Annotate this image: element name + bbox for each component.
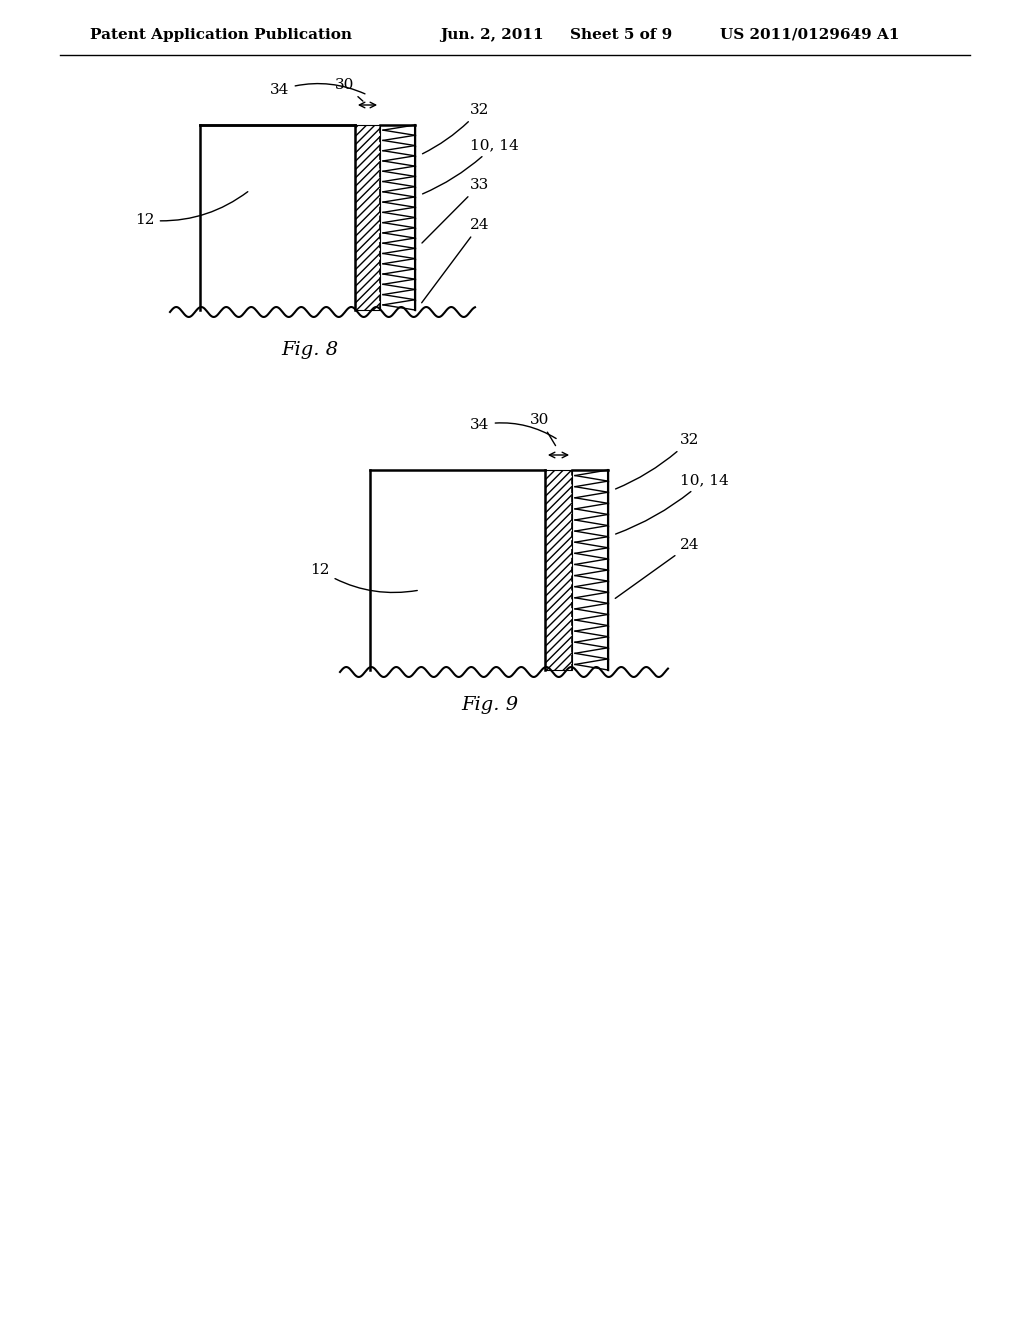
Text: 33: 33 [422, 178, 489, 243]
Text: 32: 32 [615, 433, 699, 488]
Text: US 2011/0129649 A1: US 2011/0129649 A1 [720, 28, 899, 42]
Text: Sheet 5 of 9: Sheet 5 of 9 [570, 28, 672, 42]
Text: 12: 12 [135, 191, 248, 227]
Text: Patent Application Publication: Patent Application Publication [90, 28, 352, 42]
Text: 10, 14: 10, 14 [615, 473, 729, 535]
Text: 32: 32 [423, 103, 489, 153]
Text: Fig. 9: Fig. 9 [462, 696, 518, 714]
Text: 34: 34 [270, 83, 365, 96]
Text: 24: 24 [615, 539, 699, 598]
Text: Jun. 2, 2011: Jun. 2, 2011 [440, 28, 544, 42]
Text: 10, 14: 10, 14 [423, 139, 519, 194]
Text: 30: 30 [530, 413, 556, 446]
Bar [545, 470, 572, 671]
Text: 24: 24 [422, 218, 489, 302]
Bar [355, 125, 380, 310]
Text: Fig. 8: Fig. 8 [282, 341, 339, 359]
Text: 30: 30 [335, 78, 362, 102]
Text: 12: 12 [310, 564, 417, 593]
Text: 34: 34 [470, 418, 556, 438]
